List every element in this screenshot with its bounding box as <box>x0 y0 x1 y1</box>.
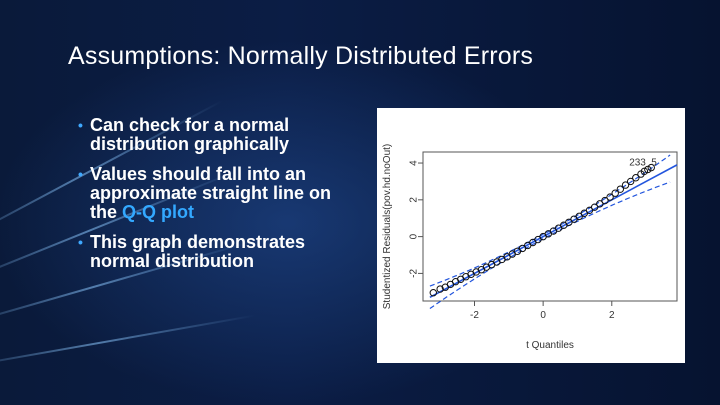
bullet-item: • Values should fall into an approximate… <box>78 164 350 222</box>
qq-plot-card: -2 0 2 -2 0 2 4 t Quantiles Studentized Residual… <box>377 108 685 363</box>
data-point <box>606 193 614 201</box>
data-point <box>632 174 640 182</box>
data-point <box>621 181 630 189</box>
point-label: 3 <box>640 158 646 169</box>
qq-plot-highlight: Q-Q plot <box>122 202 194 222</box>
bullet-text: Can check for a normal distribution grap… <box>90 115 290 154</box>
y-tick-label: 0 <box>409 233 420 239</box>
bullet-item: • Can check for a normal distribution gr… <box>78 115 350 154</box>
bullet-dot-icon: • <box>78 166 83 182</box>
bullet-dot-icon: • <box>78 234 83 250</box>
light-streak <box>0 314 256 372</box>
x-tick-label: -2 <box>470 310 479 321</box>
data-point <box>611 189 619 197</box>
data-point <box>596 200 604 208</box>
y-axis-label: Studentized Residuals(pov.hd.noOut) <box>382 144 393 309</box>
point-label: 5 <box>651 158 657 169</box>
slide-title: Assumptions: Normally Distributed Errors <box>68 42 534 70</box>
data-point <box>616 185 625 193</box>
bullet-dot-icon: • <box>78 117 83 133</box>
data-point <box>436 285 444 293</box>
data-point <box>647 163 655 172</box>
data-point <box>590 203 599 211</box>
qq-plot: -2 0 2 -2 0 2 4 t Quantiles Studentized Residual… <box>382 144 678 351</box>
envelope-lower <box>429 181 671 309</box>
y-tick-label: 2 <box>409 197 420 203</box>
data-point <box>601 196 609 205</box>
x-tick-label: 0 <box>540 310 546 321</box>
data-point <box>429 289 437 297</box>
reference-line <box>429 164 678 299</box>
x-axis-label: t Quantiles <box>526 340 574 351</box>
bullet-text: Values should fall into an approximate s… <box>90 164 332 222</box>
x-tick-label: 2 <box>609 310 615 321</box>
bullet-item: • This graph demonstrates normal distrib… <box>78 232 350 271</box>
point-label: 23 <box>629 158 641 169</box>
bullet-list: • Can check for a normal distribution gr… <box>78 115 350 282</box>
y-tick-label: 4 <box>409 160 420 166</box>
plot-frame <box>422 151 678 302</box>
data-point <box>626 177 635 186</box>
bullet-text: This graph demonstrates normal distribut… <box>90 232 306 271</box>
y-tick-label: -2 <box>409 269 420 278</box>
